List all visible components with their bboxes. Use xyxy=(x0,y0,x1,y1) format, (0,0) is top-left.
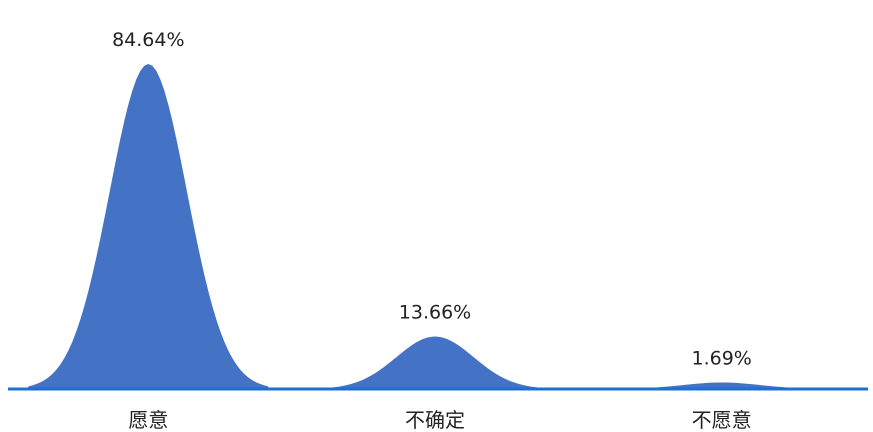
x-tick-label-0: 愿意 xyxy=(128,408,168,432)
peak-1 xyxy=(315,336,555,389)
peaks-layer xyxy=(28,63,842,389)
x-tick-labels-layer: 愿意 不确定 不愿意 xyxy=(128,408,751,432)
peak-0 xyxy=(28,63,269,389)
data-label-2: 1.69% xyxy=(691,348,751,370)
x-tick-label-1: 不确定 xyxy=(405,408,465,432)
data-label-1: 13.66% xyxy=(399,302,471,324)
data-label-0: 84.64% xyxy=(112,29,184,51)
data-labels-layer: 84.64% 13.66% 1.69% xyxy=(112,29,752,370)
peak-2 xyxy=(601,382,842,389)
x-tick-label-2: 不愿意 xyxy=(692,408,752,432)
